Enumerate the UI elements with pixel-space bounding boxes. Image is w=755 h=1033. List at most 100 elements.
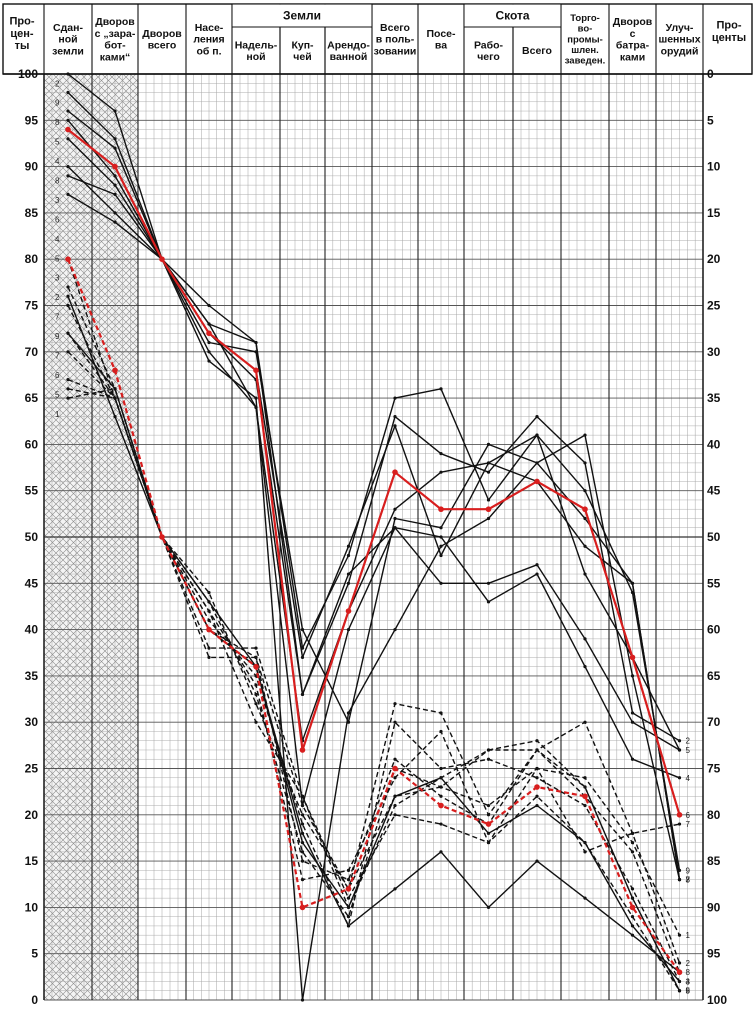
series-point-1-8 [439, 452, 443, 456]
series-point-18-9 [486, 905, 491, 910]
series-point-3-8 [439, 526, 443, 530]
left-series-label-10: 3 [55, 274, 60, 283]
right-tick-label: 70 [707, 715, 721, 729]
left-tick-label: 50 [25, 530, 39, 544]
series-line-9 [67, 258, 681, 936]
series-line-0 [67, 73, 681, 751]
series-point-6-3 [207, 359, 211, 363]
series-point-11-5 [300, 822, 305, 826]
series-point-15-3 [207, 590, 211, 595]
series-point-11-12 [630, 887, 635, 891]
series-point-2-5 [300, 655, 305, 659]
right-tick-label: 35 [707, 391, 721, 405]
series-point-16-12 [630, 831, 635, 835]
series-point-17-6 [346, 905, 351, 910]
series-point-19-1 [112, 367, 118, 374]
series-point-17-0 [66, 331, 70, 335]
series-point-4-0 [66, 137, 70, 141]
column-header-12: Дворов с батра-ками [613, 16, 653, 63]
series-point-19-5 [299, 904, 306, 911]
series-point-17-10 [535, 803, 539, 808]
series-point-15-4 [254, 702, 258, 706]
series-point-15-10 [535, 748, 539, 752]
left-series-label-13: 9 [55, 332, 60, 341]
right-tick-label: 15 [707, 206, 721, 220]
series-line-13 [67, 351, 681, 992]
series-end-label-13: 5 [686, 987, 691, 996]
series-point-17-12 [630, 924, 635, 928]
series-point-17-11 [583, 840, 587, 845]
series-end-label-4: 4 [686, 774, 691, 783]
series-point-3-9 [486, 442, 491, 446]
series-point-14-5 [300, 794, 305, 798]
series-point-5-10 [535, 563, 539, 567]
series-point-6-12 [630, 674, 635, 678]
series-point-2-11 [583, 489, 587, 493]
right-tick-label: 45 [707, 484, 721, 498]
right-tick-label: 60 [707, 623, 721, 637]
left-series-label-0: 2 [55, 79, 60, 88]
series-point-11-0 [66, 303, 70, 308]
series-point-7-3 [207, 322, 211, 326]
series-point-6-10 [535, 461, 539, 465]
series-point-12-6 [346, 868, 351, 872]
series-point-7-11 [583, 544, 587, 548]
series-point-15-12 [630, 850, 635, 854]
series-point-4-8 [439, 535, 443, 539]
series-point-0-9 [486, 498, 491, 502]
right-tick-label: 40 [707, 437, 721, 451]
header-frame [2, 3, 753, 75]
series-point-1-7 [393, 415, 397, 419]
column-header-5: Куп-чей [291, 39, 314, 63]
left-tick-label: 0 [31, 993, 38, 1007]
series-end-label-16: 7 [686, 820, 691, 829]
series-point-8-11 [582, 506, 588, 513]
series-end-label-2: 9 [686, 866, 691, 875]
series-point-17-13 [677, 979, 682, 984]
series-point-18-6 [346, 924, 351, 928]
series-point-16-4 [254, 692, 258, 697]
series-point-12-9 [486, 840, 491, 845]
series-point-13-3 [207, 655, 211, 659]
series-point-12-10 [535, 794, 539, 798]
series-point-18-12 [630, 933, 635, 937]
series-point-10-13 [677, 961, 682, 965]
series-point-8-7 [392, 469, 398, 475]
left-series-label-14: 7 [55, 352, 60, 361]
column-header-7: Всего в поль-зовании [374, 22, 417, 58]
series-point-14-4 [254, 720, 258, 724]
series-point-4-5 [300, 692, 305, 697]
series-point-14-12 [630, 896, 635, 900]
left-series-label-1: 9 [55, 99, 60, 108]
left-series-label-2: 8 [55, 118, 60, 127]
series-point-9-6 [346, 896, 351, 900]
series-point-9-3 [207, 646, 211, 650]
series-point-19-13 [676, 969, 683, 976]
series-point-16-5 [300, 850, 305, 854]
series-point-8-0 [65, 126, 71, 133]
series-point-11-3 [207, 618, 211, 622]
series-point-14-13 [677, 989, 682, 993]
left-tick-label: 10 [25, 900, 39, 914]
series-point-18-1 [113, 415, 117, 419]
right-axis-title: Про-центы [712, 20, 746, 44]
column-header-2: Дворов всего [142, 28, 182, 52]
series-point-8-13 [676, 812, 683, 818]
series-point-3-3 [207, 340, 211, 345]
column-header-8: Посе-ва [427, 28, 457, 52]
right-tick-label: 20 [707, 252, 721, 266]
series-point-9-13 [677, 933, 682, 937]
series-line-17 [67, 332, 681, 982]
left-tick-label: 100 [18, 67, 38, 81]
series-line-18 [67, 295, 680, 973]
column-header-13: Улуч-шенных орудий [658, 22, 700, 58]
series-point-17-8 [439, 776, 443, 780]
left-tick-label: 40 [25, 623, 39, 637]
series-point-4-10 [535, 572, 539, 576]
right-tick-label: 95 [707, 947, 721, 961]
left-tick-label: 95 [25, 113, 39, 127]
group-header-0: Земли [283, 9, 321, 23]
series-point-1-10 [535, 415, 539, 419]
series-point-18-0 [66, 294, 70, 298]
series-point-1-13 [677, 739, 682, 743]
